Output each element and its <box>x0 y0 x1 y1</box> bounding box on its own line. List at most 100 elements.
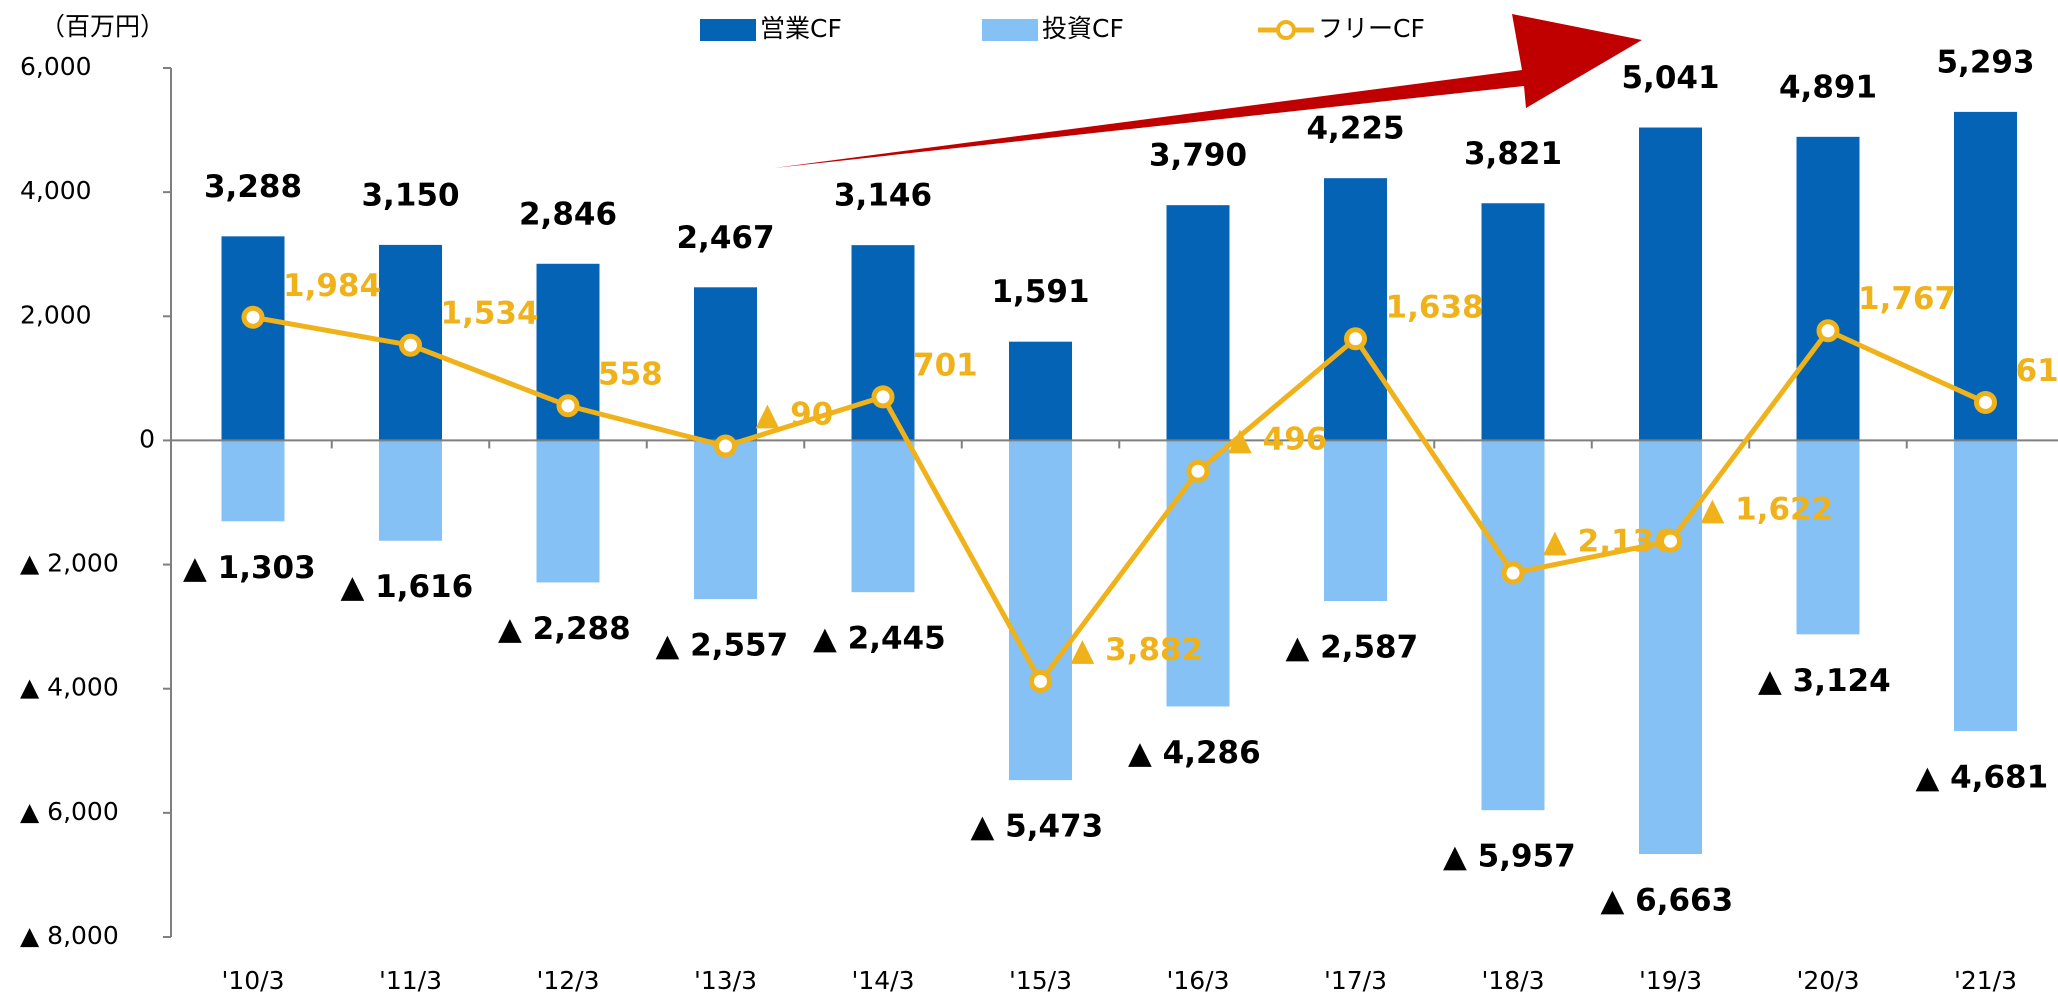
x-tick-label: '12/3 <box>536 966 599 995</box>
bar <box>1009 341 1072 441</box>
point <box>399 333 422 357</box>
bar-label: ▲ 2,557 <box>656 628 789 664</box>
legend-label: フリーCF <box>1318 14 1425 43</box>
bar-label: ▲ 2,288 <box>498 611 631 647</box>
y-tick-label: 2,000 <box>20 300 92 329</box>
line-label: ▲ 1,622 <box>1701 492 1834 528</box>
x-tick-label: '19/3 <box>1639 966 1702 995</box>
bar-label: 5,041 <box>1621 60 1719 96</box>
line-label: ▲ 3,882 <box>1071 632 1204 668</box>
y-tick-label: 6,000 <box>20 52 92 81</box>
legend-swatch <box>1276 20 1296 40</box>
bar-label: ▲ 3,124 <box>1758 663 1891 699</box>
y-tick-label: 4,000 <box>20 176 92 205</box>
x-tick-label: '16/3 <box>1166 966 1229 995</box>
legend-swatch <box>982 19 1038 41</box>
bar-label: 1,591 <box>991 274 1089 310</box>
point <box>556 394 580 418</box>
point <box>1186 459 1210 483</box>
bar-label: 3,146 <box>834 178 932 214</box>
point <box>871 385 895 409</box>
bar <box>1009 440 1072 781</box>
unit-label: （百万円） <box>40 12 165 41</box>
legend-swatch <box>700 19 756 41</box>
trend-arrow <box>774 14 1642 168</box>
line-label: 1,984 <box>283 268 381 304</box>
bar <box>1639 127 1702 441</box>
bar-label: 4,225 <box>1306 111 1404 147</box>
bar-label: 3,821 <box>1464 136 1562 172</box>
legend-label: 投資CF <box>1042 14 1124 43</box>
bar-label: 5,293 <box>1936 44 2034 80</box>
point <box>714 434 737 458</box>
bar-label: ▲ 4,286 <box>1128 735 1261 771</box>
bar <box>379 440 442 541</box>
bar <box>1639 440 1702 855</box>
x-tick-label: '18/3 <box>1481 966 1544 995</box>
line-label: 558 <box>598 356 663 392</box>
line-label: ▲ 2,136 <box>1543 524 1676 560</box>
point <box>1029 669 1052 693</box>
bar <box>694 440 757 600</box>
line-label: 701 <box>913 347 978 383</box>
bar-label: ▲ 2,587 <box>1286 630 1419 666</box>
x-tick-label: '17/3 <box>1324 966 1387 995</box>
bar-label: ▲ 1,616 <box>341 569 474 605</box>
line-label: 612 <box>2016 353 2058 389</box>
bar <box>851 245 915 441</box>
line-label: 1,534 <box>441 296 539 332</box>
line-label: ▲ 496 <box>1228 422 1327 458</box>
bar-label: ▲ 2,445 <box>813 621 946 657</box>
point <box>1501 561 1525 585</box>
y-tick-label: ▲ 2,000 <box>20 549 119 578</box>
y-tick-label: ▲ 4,000 <box>20 673 119 702</box>
bar-label: ▲ 5,957 <box>1443 839 1576 875</box>
bar-label: 3,288 <box>204 169 302 205</box>
line-label: 1,638 <box>1386 289 1484 325</box>
bar-label: ▲ 4,681 <box>1916 759 2049 795</box>
y-tick-label: 0 <box>139 424 155 453</box>
point <box>241 305 265 329</box>
x-tick-label: '20/3 <box>1796 966 1859 995</box>
point <box>1974 390 1997 414</box>
bar <box>536 440 600 583</box>
bar <box>221 236 285 441</box>
bar <box>1954 111 2017 441</box>
bar <box>1166 440 1230 707</box>
bar-label: 3,150 <box>361 177 459 213</box>
x-tick-label: '15/3 <box>1009 966 1072 995</box>
line-label: 1,767 <box>1858 281 1956 317</box>
bar <box>1481 203 1545 441</box>
bar <box>1796 440 1860 635</box>
line-label: ▲ 90 <box>756 397 834 433</box>
bar-label: 3,790 <box>1149 138 1247 174</box>
y-tick-label: ▲ 6,000 <box>20 797 119 826</box>
bar <box>1166 205 1230 441</box>
x-tick-label: '21/3 <box>1954 966 2017 995</box>
bar <box>851 440 915 593</box>
y-tick-label: ▲ 8,000 <box>20 921 119 950</box>
bar-label: ▲ 6,663 <box>1601 883 1734 919</box>
bar <box>1954 440 2017 731</box>
x-tick-label: '13/3 <box>694 966 757 995</box>
x-tick-label: '11/3 <box>379 966 442 995</box>
point <box>1659 529 1682 553</box>
x-tick-label: '10/3 <box>221 966 284 995</box>
legend-label: 営業CF <box>760 14 842 43</box>
bar-label: ▲ 1,303 <box>183 550 316 586</box>
point <box>1816 319 1840 343</box>
x-tick-label: '14/3 <box>851 966 914 995</box>
bar-label: 2,846 <box>519 196 617 232</box>
bar <box>1481 440 1545 811</box>
bar <box>1796 136 1860 441</box>
bar <box>221 440 285 522</box>
bar-label: 4,891 <box>1779 69 1877 105</box>
bar <box>1324 178 1387 441</box>
line <box>252 314 1987 686</box>
point <box>1344 327 1367 351</box>
bar <box>1324 440 1387 602</box>
bar-label: ▲ 5,473 <box>971 809 1104 845</box>
bar <box>694 287 757 441</box>
bar-label: 2,467 <box>676 220 774 256</box>
